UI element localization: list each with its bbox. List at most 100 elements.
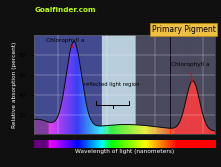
Polygon shape (139, 35, 140, 125)
Polygon shape (58, 114, 59, 134)
Polygon shape (39, 119, 40, 134)
Polygon shape (196, 88, 197, 134)
Polygon shape (114, 35, 115, 125)
Polygon shape (213, 131, 214, 134)
Polygon shape (191, 81, 192, 134)
Polygon shape (149, 126, 150, 134)
Polygon shape (47, 35, 48, 122)
Polygon shape (173, 35, 174, 128)
Polygon shape (148, 35, 149, 126)
Polygon shape (90, 119, 91, 134)
Polygon shape (152, 35, 153, 126)
Polygon shape (93, 35, 94, 124)
Polygon shape (150, 126, 151, 134)
Polygon shape (101, 35, 102, 126)
Polygon shape (101, 126, 102, 134)
Polygon shape (182, 35, 183, 115)
Polygon shape (83, 35, 84, 88)
Polygon shape (116, 35, 117, 125)
Polygon shape (171, 128, 172, 134)
Polygon shape (41, 35, 42, 120)
Polygon shape (202, 35, 203, 114)
Polygon shape (50, 122, 51, 134)
Polygon shape (45, 35, 46, 121)
Polygon shape (43, 120, 44, 134)
Polygon shape (49, 122, 50, 134)
Polygon shape (103, 35, 104, 126)
Polygon shape (151, 126, 152, 134)
Polygon shape (176, 35, 177, 127)
Polygon shape (120, 125, 121, 134)
Polygon shape (103, 126, 104, 134)
Polygon shape (58, 35, 59, 115)
Polygon shape (85, 35, 86, 100)
Polygon shape (65, 79, 66, 134)
Polygon shape (81, 74, 82, 134)
Polygon shape (160, 127, 161, 134)
Polygon shape (57, 116, 58, 134)
Polygon shape (118, 35, 119, 125)
Polygon shape (39, 35, 40, 120)
Polygon shape (147, 35, 148, 126)
Polygon shape (108, 125, 109, 134)
Polygon shape (95, 125, 96, 134)
Polygon shape (80, 35, 81, 70)
Polygon shape (140, 35, 141, 125)
Polygon shape (135, 125, 136, 134)
Polygon shape (64, 87, 65, 134)
Polygon shape (87, 108, 88, 134)
Polygon shape (165, 128, 166, 134)
Polygon shape (193, 35, 194, 81)
Polygon shape (167, 35, 168, 128)
Polygon shape (197, 35, 198, 93)
Polygon shape (88, 35, 89, 113)
Polygon shape (180, 119, 181, 134)
Polygon shape (73, 42, 74, 134)
Polygon shape (61, 102, 62, 134)
Polygon shape (107, 125, 108, 134)
Polygon shape (42, 120, 43, 134)
Polygon shape (109, 125, 110, 134)
Polygon shape (204, 119, 205, 134)
Polygon shape (60, 108, 61, 134)
Polygon shape (42, 35, 43, 120)
Polygon shape (110, 35, 111, 125)
Polygon shape (62, 35, 63, 99)
Polygon shape (59, 111, 60, 134)
Polygon shape (90, 35, 91, 119)
Polygon shape (140, 125, 141, 134)
Polygon shape (111, 35, 112, 125)
Polygon shape (70, 48, 71, 134)
Polygon shape (158, 127, 159, 134)
Polygon shape (205, 122, 206, 134)
Polygon shape (105, 35, 106, 126)
Polygon shape (167, 128, 168, 134)
Polygon shape (121, 125, 122, 134)
Polygon shape (43, 35, 44, 120)
Polygon shape (166, 128, 167, 134)
Polygon shape (92, 122, 93, 134)
Polygon shape (146, 126, 147, 134)
Polygon shape (165, 35, 166, 128)
Polygon shape (175, 35, 176, 127)
Polygon shape (195, 84, 196, 134)
Polygon shape (102, 35, 103, 126)
Polygon shape (209, 35, 210, 129)
Polygon shape (126, 35, 127, 125)
Polygon shape (94, 35, 95, 125)
Polygon shape (211, 35, 212, 130)
Polygon shape (67, 35, 68, 67)
Polygon shape (181, 35, 182, 118)
Polygon shape (193, 81, 194, 134)
Polygon shape (40, 120, 41, 134)
Polygon shape (41, 120, 42, 134)
Polygon shape (198, 96, 199, 134)
Polygon shape (38, 119, 39, 134)
Polygon shape (79, 35, 80, 62)
Polygon shape (56, 35, 57, 119)
Polygon shape (209, 128, 210, 134)
Polygon shape (49, 35, 50, 122)
Polygon shape (186, 98, 187, 134)
Polygon shape (134, 35, 135, 125)
Polygon shape (62, 97, 63, 134)
